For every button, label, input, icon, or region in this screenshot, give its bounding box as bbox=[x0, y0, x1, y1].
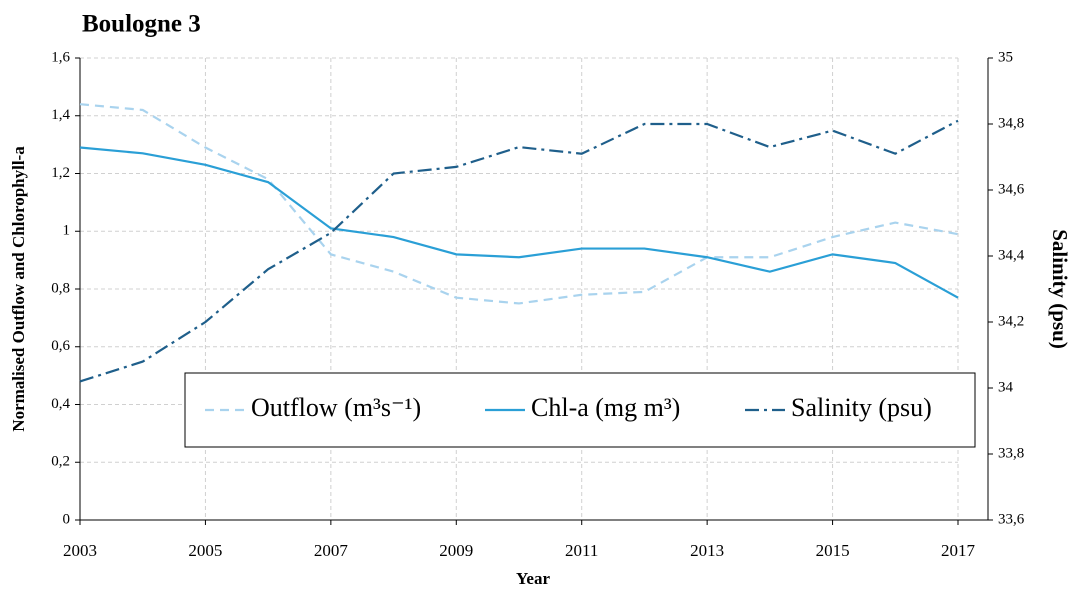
x-tick-label: 2007 bbox=[314, 541, 349, 560]
series-line bbox=[79, 146, 959, 299]
y2-axis-label: Salinity (psu) bbox=[1048, 229, 1072, 349]
x-tick-label: 2005 bbox=[188, 541, 222, 560]
x-tick-label: 2011 bbox=[565, 541, 598, 560]
y-tick-label: 0,8 bbox=[51, 280, 70, 296]
x-tick-label: 2009 bbox=[439, 541, 473, 560]
series-line bbox=[79, 119, 959, 383]
y-tick-label: 0,4 bbox=[51, 396, 70, 412]
legend-label: Salinity (psu) bbox=[791, 393, 932, 422]
y-axis-label: Normalised Outflow and Chlorophyll-a bbox=[9, 146, 28, 432]
legend-label: Outflow (m³s⁻¹) bbox=[251, 393, 421, 422]
y-tick-label: 1,4 bbox=[51, 107, 70, 123]
x-axis-label: Year bbox=[516, 569, 550, 588]
y2-tick-label: 35 bbox=[998, 49, 1013, 65]
x-tick-label: 2015 bbox=[816, 541, 850, 560]
y2-tick-label: 34,8 bbox=[998, 115, 1024, 131]
y2-tick-label: 33,6 bbox=[998, 511, 1025, 527]
x-tick-label: 2003 bbox=[63, 541, 97, 560]
y2-tick-label: 34 bbox=[998, 379, 1014, 395]
y-tick-label: 0,6 bbox=[51, 338, 70, 354]
y-tick-label: 0,2 bbox=[51, 454, 70, 470]
x-tick-label: 2017 bbox=[941, 541, 976, 560]
y2-tick-label: 34,2 bbox=[998, 313, 1024, 329]
series-line bbox=[79, 103, 959, 305]
chart-title: Boulogne 3 bbox=[82, 11, 201, 38]
y-tick-label: 1 bbox=[63, 223, 71, 239]
y2-tick-label: 33,8 bbox=[998, 445, 1024, 461]
y-tick-label: 1,2 bbox=[51, 165, 70, 181]
legend-box bbox=[184, 372, 976, 448]
y-tick-label: 1,6 bbox=[51, 49, 70, 65]
x-tick-label: 2013 bbox=[690, 541, 724, 560]
y-tick-label: 0 bbox=[63, 511, 71, 527]
y2-tick-label: 34,6 bbox=[998, 181, 1025, 197]
legend-label: Chl-a (mg m³) bbox=[531, 393, 680, 422]
y2-tick-label: 34,4 bbox=[998, 247, 1025, 263]
